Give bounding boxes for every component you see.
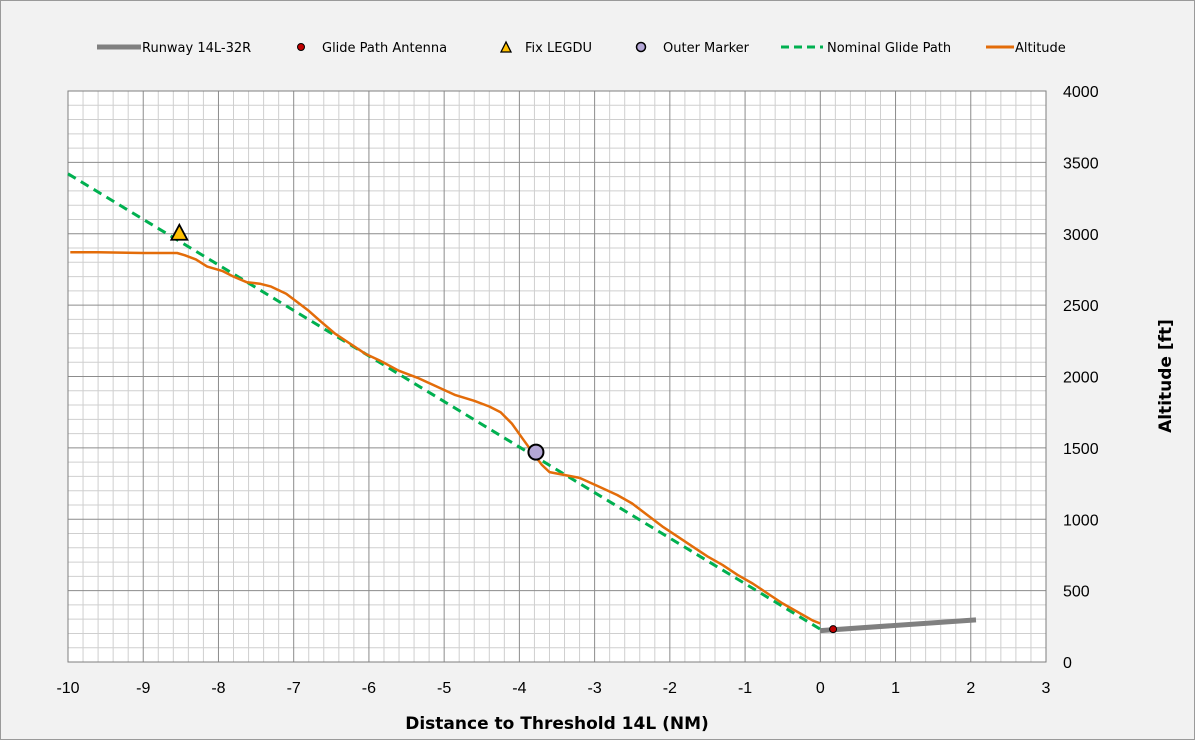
x-tick-label: -10 xyxy=(56,680,79,697)
y-tick-label: 0 xyxy=(1063,655,1072,672)
x-tick-label: -1 xyxy=(738,680,752,697)
glide-path-antenna-point xyxy=(829,625,838,634)
x-tick-label: 3 xyxy=(1042,680,1051,697)
legend-fix-label: Fix LEGDU xyxy=(525,41,592,56)
legend-item-nominal-glide-path: Nominal Glide Path xyxy=(781,41,951,56)
y-axis-title: Altitude [ft] xyxy=(1156,319,1176,433)
x-tick-label: -4 xyxy=(512,680,526,697)
legend-outer-marker-circle-icon xyxy=(635,41,647,53)
nominal-glide-path-line xyxy=(67,172,822,631)
x-tick-label: -7 xyxy=(287,680,301,697)
x-tick-label: -5 xyxy=(437,680,451,697)
y-tick-label: 500 xyxy=(1063,584,1090,601)
y-axis-ticks: 0 500 1000 1500 2000 2500 3000 3500 4000 xyxy=(1063,84,1099,672)
x-tick-label: -2 xyxy=(663,680,677,697)
legend-fix-triangle-icon xyxy=(499,40,513,53)
y-tick-label: 2000 xyxy=(1063,370,1099,387)
legend-runway-label: Runway 14L-32R xyxy=(142,41,251,56)
legend-antenna-label: Glide Path Antenna xyxy=(322,41,447,56)
legend-outer-marker-label: Outer Marker xyxy=(663,41,750,56)
legend-item-fix-legdu: Fix LEGDU xyxy=(499,40,592,56)
legend-antenna-circle-icon xyxy=(297,43,305,51)
y-tick-label: 4000 xyxy=(1063,84,1099,101)
x-tick-label: 0 xyxy=(816,680,825,697)
runway-14l-32r-line xyxy=(820,617,977,634)
outer-marker-point xyxy=(527,443,545,461)
x-axis-ticks: -10 -9 -8 -7 -6 -5 -4 -3 -2 -1 0 1 2 3 xyxy=(56,680,1050,697)
y-tick-label: 1500 xyxy=(1063,441,1099,458)
x-tick-label: -6 xyxy=(362,680,376,697)
y-tick-label: 1000 xyxy=(1063,512,1099,529)
legend: Runway 14L-32R Glide Path Antenna Fix LE… xyxy=(97,40,1066,56)
x-tick-label: -3 xyxy=(587,680,601,697)
legend-altitude-label: Altitude xyxy=(1015,41,1066,56)
legend-item-glide-path-antenna: Glide Path Antenna xyxy=(297,41,447,56)
x-tick-label: -9 xyxy=(136,680,150,697)
legend-glide-path-label: Nominal Glide Path xyxy=(827,41,951,56)
series-layer xyxy=(67,172,977,634)
x-tick-label: 2 xyxy=(966,680,975,697)
plot-border xyxy=(67,90,1047,663)
x-tick-label: -8 xyxy=(211,680,225,697)
y-tick-label: 3000 xyxy=(1063,227,1099,244)
y-tick-label: 2500 xyxy=(1063,298,1099,315)
legend-item-altitude: Altitude xyxy=(986,41,1066,56)
legend-item-runway: Runway 14L-32R xyxy=(97,41,251,56)
y-tick-label: 3500 xyxy=(1063,155,1099,172)
x-axis-title: Distance to Threshold 14L (NM) xyxy=(405,714,709,734)
altitude-line xyxy=(70,251,821,625)
x-tick-label: 1 xyxy=(891,680,900,697)
fix-legdu-marker xyxy=(169,222,189,241)
legend-item-outer-marker: Outer Marker xyxy=(635,41,750,56)
